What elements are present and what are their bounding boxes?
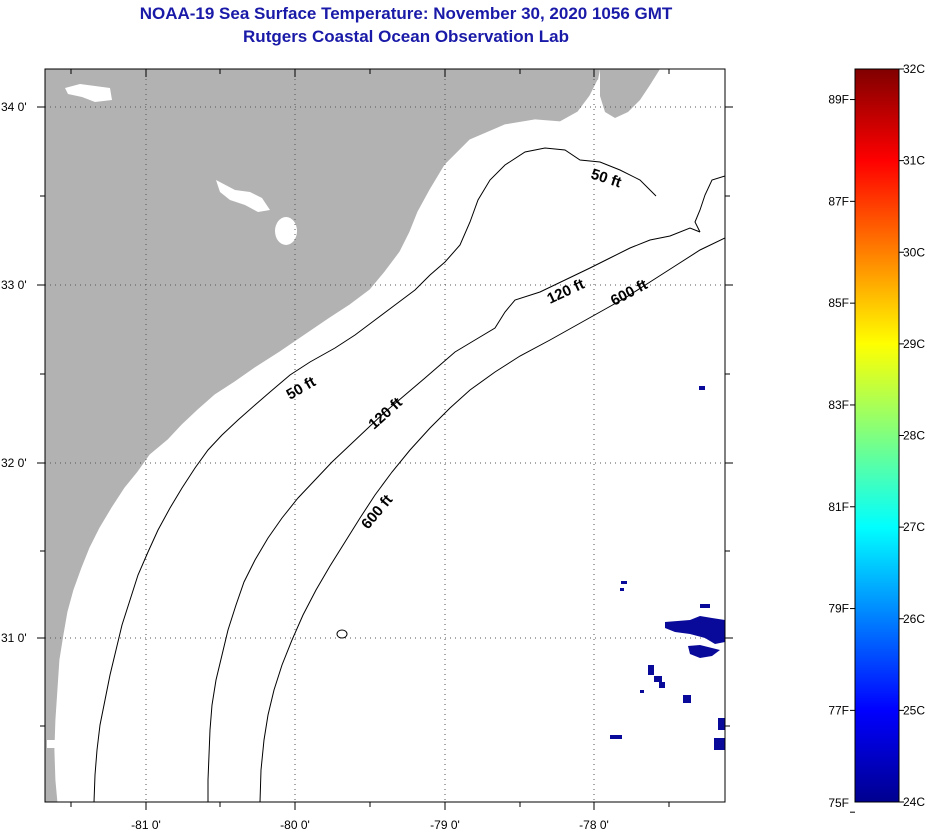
- land-northeast: [600, 69, 660, 118]
- colorbar-f-label: 87F: [828, 194, 849, 208]
- colorbar-f-label: 89F: [828, 93, 849, 107]
- contour-shelf-ne: [694, 175, 725, 233]
- lon-label: -80 0': [280, 818, 310, 832]
- colorbar-c-label: 31C: [903, 154, 925, 168]
- colorbar: 89F 87F 85F 83F 81F 79F 77F 75F 32C 31C 30C 29C 28C…: [828, 62, 925, 813]
- map-subtitle: Rutgers Coastal Ocean Observation Lab: [243, 27, 569, 46]
- lon-label: -78 0': [579, 818, 609, 832]
- lon-axis-labels: -81 0' -80 0' -79 0' -78 0': [131, 818, 609, 832]
- lon-label: -81 0': [131, 818, 161, 832]
- colorbar-c-label: 30C: [903, 245, 925, 259]
- lat-label: 31 0': [1, 631, 27, 645]
- map-ticks: [37, 69, 733, 810]
- lat-label: 34 0': [1, 100, 27, 114]
- map-area: 50 ft 120 ft 600 ft 50 ft 120 ft 600 ft: [45, 69, 725, 802]
- map-title: NOAA-19 Sea Surface Temperature: Novembe…: [139, 4, 673, 23]
- colorbar-f-label: 85F: [828, 296, 849, 310]
- colorbar-c-label: 27C: [903, 520, 925, 534]
- colorbar-gradient: [854, 68, 900, 803]
- lake: [47, 740, 67, 748]
- colorbar-c-label: 26C: [903, 612, 925, 626]
- lon-label: -79 0': [430, 818, 460, 832]
- colorbar-c-label: 32C: [903, 62, 925, 76]
- colorbar-c-label: 28C: [903, 429, 925, 443]
- contour-120ft: [207, 227, 701, 802]
- map-frame: [44, 68, 726, 803]
- contour-50ft: [93, 147, 657, 802]
- graticule: [45, 69, 725, 802]
- colorbar-f-label: 83F: [828, 398, 849, 412]
- lake: [216, 180, 270, 212]
- sst-cold-patches: [610, 386, 725, 750]
- lat-label: 32 0': [1, 456, 27, 470]
- lat-label: 33 0': [1, 278, 27, 292]
- colorbar-f-label: 75F: [828, 796, 849, 810]
- colorbar-c-ticks: 32C 31C 30C 29C 28C 27C 26C 25C 24C: [899, 62, 925, 809]
- colorbar-f-ticks: 89F 87F 85F 83F 81F 79F 77F 75F: [828, 93, 855, 813]
- colorbar-c-label: 25C: [903, 703, 925, 717]
- lat-axis-labels: 34 0' 33 0' 32 0' 31 0': [1, 100, 27, 645]
- colorbar-c-label: 24C: [903, 795, 925, 809]
- contour-seamount: [336, 629, 348, 639]
- colorbar-f-label: 77F: [828, 703, 849, 717]
- colorbar-f-label: 81F: [828, 500, 849, 514]
- lake: [65, 84, 112, 102]
- coastline: [54, 79, 599, 802]
- lake: [275, 217, 297, 245]
- contour-600ft: [259, 237, 725, 802]
- land-mass: [45, 69, 600, 802]
- colorbar-f-label: 79F: [828, 602, 849, 616]
- colorbar-c-label: 29C: [903, 337, 925, 351]
